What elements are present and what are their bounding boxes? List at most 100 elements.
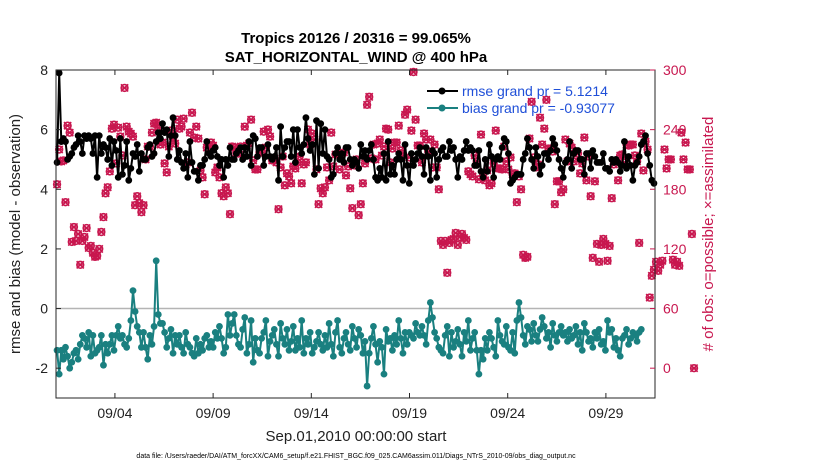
legend-rmse-marker bbox=[438, 87, 446, 95]
rmse-point bbox=[431, 150, 438, 157]
rmse-point bbox=[496, 156, 504, 163]
rmse-point bbox=[534, 153, 542, 160]
rmse-point bbox=[180, 165, 188, 172]
rmse-point bbox=[629, 176, 637, 184]
x-tick-label: 09/24 bbox=[490, 405, 525, 421]
bias-point bbox=[294, 334, 301, 342]
obs-assimilated-marker bbox=[590, 177, 600, 186]
y-tick-label: 6 bbox=[40, 122, 48, 138]
bias-point bbox=[348, 323, 356, 330]
rmse-point bbox=[163, 126, 171, 134]
bias-point bbox=[228, 320, 236, 327]
rmse-point bbox=[194, 176, 202, 184]
bias-point bbox=[165, 334, 173, 342]
bias-point bbox=[410, 334, 417, 342]
bias-point bbox=[224, 311, 232, 318]
rmse-point bbox=[230, 156, 238, 163]
rmse-point bbox=[308, 141, 316, 148]
rmse-point bbox=[642, 132, 649, 140]
obs-assimilated-marker bbox=[656, 260, 665, 269]
bias-point bbox=[81, 334, 88, 342]
rmse-point bbox=[338, 150, 346, 157]
bias-point bbox=[338, 349, 346, 357]
bias-point bbox=[199, 346, 206, 354]
obs-assimilated-marker bbox=[635, 238, 644, 248]
bias-point bbox=[576, 329, 584, 336]
bias-point bbox=[296, 343, 304, 351]
obs-assimilated-marker bbox=[487, 179, 496, 188]
obs-assimilated-marker bbox=[354, 210, 363, 220]
y-axis-right: 0 60 120 180 240 300 bbox=[650, 62, 687, 376]
bias-point bbox=[382, 326, 390, 333]
bias-point bbox=[361, 337, 369, 345]
rmse-point bbox=[450, 144, 457, 151]
bias-point bbox=[450, 343, 457, 351]
bias-point bbox=[287, 337, 295, 345]
bias-point bbox=[574, 340, 582, 348]
rmse-point bbox=[169, 114, 177, 122]
bias-point bbox=[340, 334, 348, 342]
obs-assimilated-marker bbox=[120, 83, 129, 93]
bias-point bbox=[133, 323, 141, 330]
bias-point bbox=[458, 352, 466, 360]
legend-rmse-text: rmse grand pr = 5.1214 bbox=[462, 83, 608, 99]
x-tick-label: 09/09 bbox=[196, 405, 231, 421]
bias-point bbox=[612, 334, 620, 342]
x-tick-label: 09/04 bbox=[97, 405, 132, 421]
bias-point bbox=[467, 346, 474, 354]
obs-assimilated-marker bbox=[512, 198, 522, 207]
bias-point bbox=[64, 352, 72, 360]
rmse-point bbox=[97, 150, 105, 157]
y-axis-left: -2 0 2 4 6 8 bbox=[36, 62, 61, 376]
bias-point bbox=[426, 299, 434, 306]
bias-point bbox=[367, 334, 375, 342]
obs-assimilated-marker bbox=[107, 124, 117, 133]
rmse-point bbox=[458, 156, 466, 163]
obs-assimilated-marker bbox=[287, 179, 296, 188]
bias-point bbox=[127, 317, 135, 324]
chart-subtitle: SAT_HORIZONTAL_WIND @ 400 hPa bbox=[225, 49, 488, 66]
bias-point bbox=[418, 323, 426, 330]
bias-point bbox=[125, 334, 133, 342]
rmse-point bbox=[376, 165, 384, 172]
obs-assimilated-marker bbox=[253, 165, 262, 174]
bias-point bbox=[549, 320, 557, 327]
x-tick-label: 09/29 bbox=[588, 405, 623, 421]
rmse-point bbox=[110, 138, 118, 145]
rmse-point bbox=[416, 144, 424, 151]
bias-point bbox=[456, 340, 464, 348]
rmse-point bbox=[435, 156, 443, 163]
rmse-point bbox=[469, 147, 476, 154]
bias-point bbox=[308, 349, 316, 357]
bias-point bbox=[180, 349, 188, 357]
obs-assimilated-marker bbox=[274, 204, 283, 214]
rmse-point bbox=[211, 144, 219, 151]
bias-point bbox=[150, 323, 158, 330]
rmse-point bbox=[89, 150, 97, 157]
obs-assimilated-marker bbox=[78, 236, 87, 246]
bias-point bbox=[540, 323, 548, 330]
bias-point bbox=[62, 343, 69, 351]
rmse-point bbox=[418, 153, 426, 160]
bias-point bbox=[602, 346, 609, 354]
bias-point bbox=[262, 317, 270, 324]
rmse-point bbox=[564, 156, 571, 163]
rmse-point bbox=[251, 135, 259, 142]
bias-point bbox=[232, 331, 240, 339]
rmse-point bbox=[405, 179, 413, 187]
rmse-point bbox=[555, 156, 563, 163]
rmse-point bbox=[536, 170, 544, 178]
obs-assimilated-marker bbox=[457, 229, 467, 239]
bias-point bbox=[89, 331, 97, 339]
obs-assimilated-marker bbox=[658, 256, 667, 266]
rmse-point bbox=[420, 170, 428, 178]
bias-point bbox=[429, 314, 436, 321]
obs-assimilated-marker bbox=[666, 155, 675, 164]
bias-point bbox=[66, 364, 74, 372]
rmse-point bbox=[568, 165, 576, 172]
obs-assimilated-marker bbox=[672, 257, 682, 266]
rmse-point bbox=[519, 156, 527, 163]
rmse-point bbox=[355, 165, 363, 172]
data-file-footnote: data file: /Users/raeder/DAI/ATM_forcXX/… bbox=[136, 453, 576, 460]
rmse-point bbox=[74, 132, 82, 140]
